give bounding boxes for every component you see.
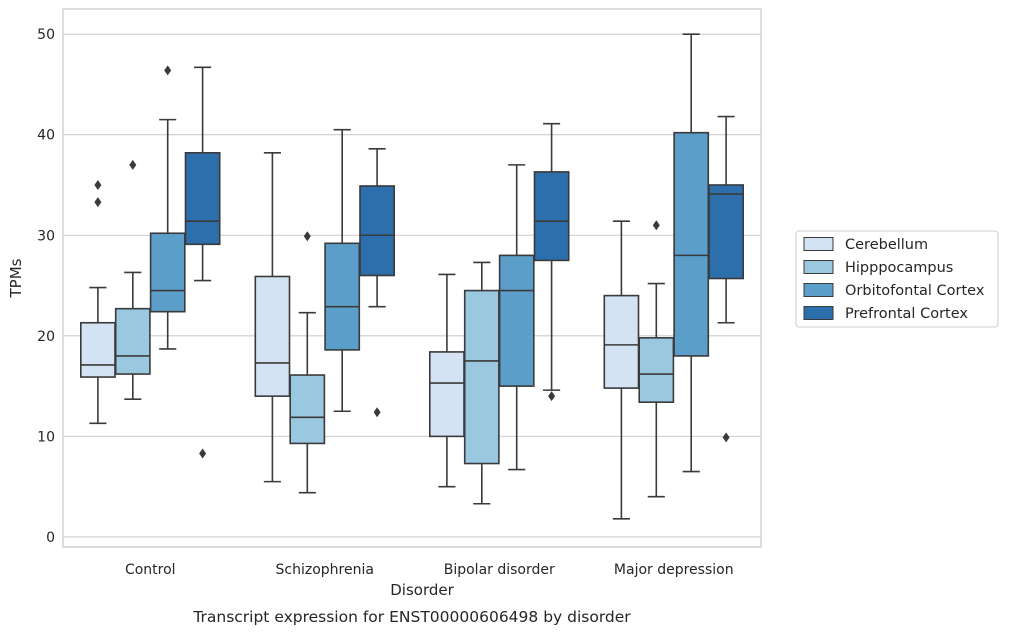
box-iqr — [114, 307, 151, 375]
outlier-marker — [164, 65, 172, 76]
outlier-marker — [94, 179, 102, 190]
y-axis-ticks: 0 10 20 30 40 50 — [37, 27, 55, 546]
box-iqr — [673, 131, 710, 357]
y-tick-label: 40 — [37, 128, 55, 144]
box-iqr — [79, 321, 116, 378]
legend: Cerebellum Hipppocampus Orbitofontal Corte… — [795, 230, 999, 328]
y-tick-label: 10 — [37, 429, 55, 445]
box-group — [463, 261, 500, 505]
box-group — [289, 231, 326, 494]
outlier-marker — [652, 220, 660, 231]
x-axis-label: Disorder — [390, 581, 454, 599]
outlier-marker — [129, 159, 137, 170]
y-axis-label: TPMs — [7, 258, 25, 298]
box-group — [79, 179, 116, 425]
x-tick-label: Schizophrenia — [276, 562, 374, 578]
legend-swatch — [803, 260, 834, 274]
box-iqr — [603, 294, 640, 389]
x-tick-label: Major depression — [614, 562, 734, 578]
y-tick-label: 0 — [46, 530, 55, 546]
box-iqr — [324, 242, 361, 351]
box-iqr — [359, 185, 396, 277]
outlier-marker — [373, 407, 381, 418]
box-iqr — [498, 254, 535, 387]
box-iqr — [533, 171, 570, 262]
box-iqr — [184, 152, 221, 246]
y-tick-label: 20 — [37, 329, 55, 345]
box-group — [149, 65, 186, 350]
legend-label: Cerebellum — [845, 237, 928, 253]
legend-label: Prefrontal Cortex — [845, 306, 968, 322]
chart-caption: Transcript expression for ENST0000060649… — [192, 608, 631, 626]
box-group — [708, 115, 745, 443]
box-group — [254, 152, 291, 483]
plot-frame — [62, 8, 762, 548]
box-group — [533, 122, 570, 402]
y-tick-label: 50 — [37, 27, 55, 43]
outlier-marker — [548, 391, 556, 402]
outlier-marker — [199, 448, 207, 459]
x-tick-label: Bipolar disorder — [444, 562, 555, 578]
legend-swatch — [803, 237, 834, 251]
box-group — [359, 147, 396, 418]
box-group — [638, 220, 675, 498]
legend-swatch — [803, 283, 834, 297]
box-iqr — [289, 374, 326, 445]
box-group — [324, 128, 361, 413]
box-iqr — [708, 184, 745, 280]
y-tick-label: 30 — [37, 228, 55, 244]
box-iqr — [428, 351, 465, 438]
box-group — [498, 164, 535, 471]
box-group — [114, 159, 151, 400]
box-group — [673, 33, 710, 473]
box-iqr — [149, 232, 186, 313]
box-plot-boxes — [79, 33, 745, 520]
x-axis-ticks: Control Schizophrenia Bipolar disorder Majo… — [125, 562, 734, 578]
box-group — [184, 66, 221, 459]
box-iqr — [638, 337, 675, 403]
legend-label: Orbitofontal Cortex — [845, 283, 985, 299]
legend-swatch — [803, 306, 834, 320]
x-tick-label: Control — [125, 562, 176, 578]
outlier-marker — [94, 197, 102, 208]
outlier-marker — [722, 432, 730, 443]
box-iqr — [463, 289, 500, 465]
outlier-marker — [303, 231, 311, 242]
legend-frame — [795, 230, 999, 328]
legend-label: Hipppocampus — [845, 260, 953, 276]
box-iqr — [254, 275, 291, 397]
box-group — [428, 273, 465, 488]
